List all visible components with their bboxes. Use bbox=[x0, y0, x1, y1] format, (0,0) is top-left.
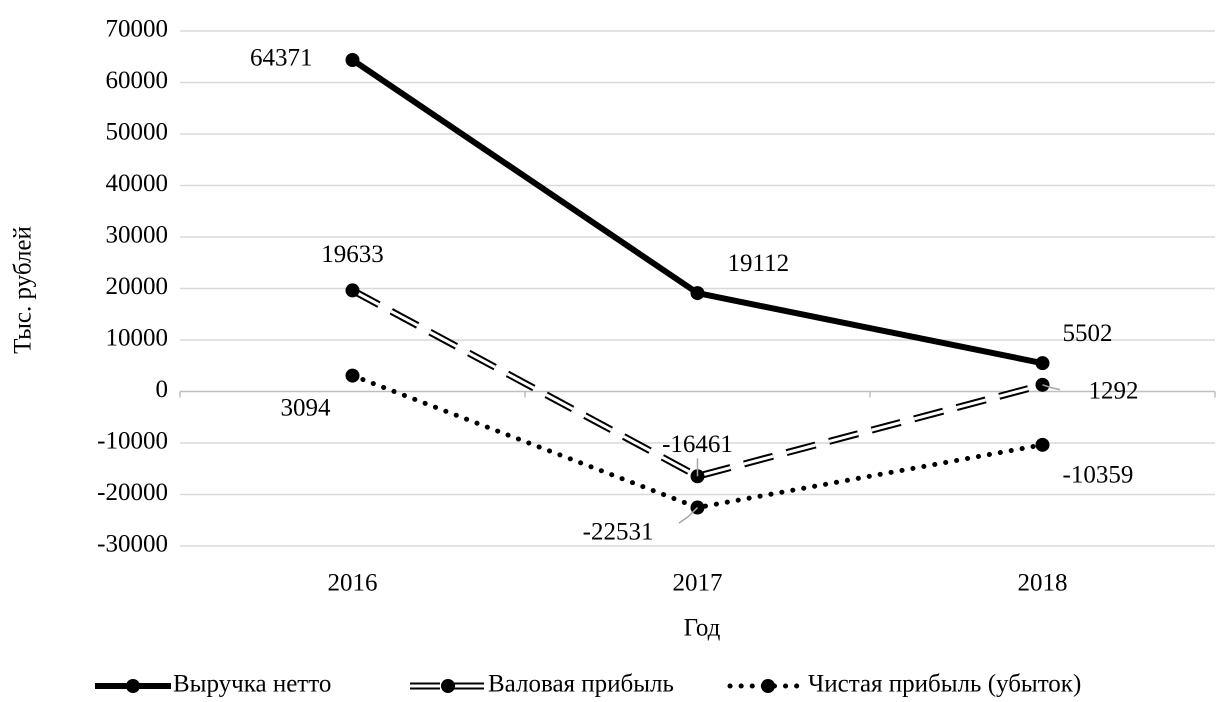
y-tick-label: 0 bbox=[156, 376, 169, 403]
data-label: 5502 bbox=[1063, 320, 1113, 347]
x-tick-label: 2018 bbox=[1018, 570, 1068, 597]
data-label: 3094 bbox=[281, 394, 332, 421]
legend-label: Валовая прибыль bbox=[488, 671, 674, 698]
y-tick-label: -20000 bbox=[97, 479, 168, 506]
legend-marker bbox=[126, 679, 140, 693]
line-inner bbox=[351, 289, 1043, 478]
leader-line bbox=[678, 506, 699, 524]
marker bbox=[1035, 356, 1050, 371]
legend-marker bbox=[441, 679, 455, 693]
data-label: -22531 bbox=[583, 518, 654, 545]
y-tick-label: -10000 bbox=[97, 428, 168, 455]
data-label: 19112 bbox=[728, 250, 790, 277]
y-axis-title: Тыс. рублей bbox=[10, 226, 37, 354]
y-tick-label: 10000 bbox=[106, 325, 169, 352]
y-tick-label: 30000 bbox=[106, 222, 169, 249]
data-label: 19633 bbox=[321, 241, 384, 268]
data-label: 1292 bbox=[1089, 378, 1139, 405]
y-tick-label: -30000 bbox=[97, 531, 168, 558]
marker bbox=[345, 52, 360, 67]
y-tick-label: 70000 bbox=[106, 16, 169, 43]
y-tick-label: 40000 bbox=[106, 170, 169, 197]
x-tick-label: 2017 bbox=[673, 570, 723, 597]
x-tick-label: 2016 bbox=[328, 570, 378, 597]
marker bbox=[690, 286, 705, 301]
data-label: -16461 bbox=[662, 431, 733, 458]
marker bbox=[345, 283, 360, 298]
legend-marker bbox=[761, 679, 775, 693]
marker bbox=[345, 368, 360, 383]
marker bbox=[1035, 437, 1050, 452]
series-line bbox=[350, 373, 1045, 511]
series-line bbox=[350, 57, 1044, 367]
y-tick-label: 50000 bbox=[106, 119, 169, 146]
data-label: -10359 bbox=[1063, 462, 1134, 489]
legend-label: Выручка нетто bbox=[173, 671, 331, 698]
legend-label: Чистая прибыль (убыток) bbox=[808, 671, 1081, 698]
y-tick-label: 20000 bbox=[106, 273, 169, 300]
y-tick-label: 60000 bbox=[106, 67, 169, 94]
leader-line bbox=[1042, 384, 1061, 391]
data-label: 64371 bbox=[250, 45, 313, 72]
x-axis-title: Год bbox=[684, 615, 721, 642]
